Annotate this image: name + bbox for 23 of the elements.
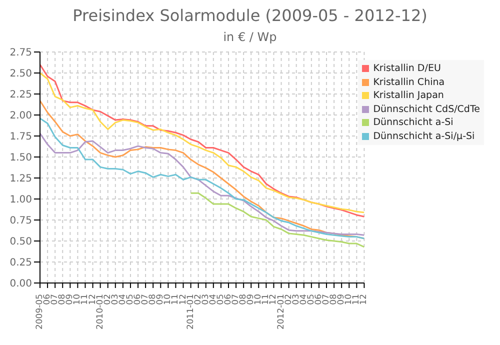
y-tick-label: 0.25 <box>10 258 32 269</box>
legend-label: Kristallin Japan <box>373 89 444 102</box>
chart-subtitle: in € / Wp <box>222 30 278 44</box>
chart-title: Preisindex Solarmodule (2009-05 - 2012-12) <box>72 6 428 25</box>
legend-label: Dünnschicht a-Si <box>373 116 454 130</box>
line-series <box>190 192 364 248</box>
y-tick-label: 2.00 <box>10 110 32 122</box>
legend-label: Kristallin D/EU <box>373 62 441 76</box>
y-tick-label: 2.75 <box>10 48 32 59</box>
y-tick-label: 2.25 <box>10 90 32 101</box>
y-tick-label: 1.75 <box>10 132 32 143</box>
y-tick-label: 0.00 <box>10 278 32 290</box>
y-tick-label: 0.50 <box>10 236 32 248</box>
y-tick-label: 1.00 <box>10 194 32 206</box>
y-tick-label: 1.25 <box>10 174 32 185</box>
x-tick-label: 12 <box>359 294 370 305</box>
y-tick-label: 1.50 <box>10 152 32 164</box>
y-tick-label: 2.50 <box>10 68 32 80</box>
legend-label: Dünnschicht a-Si/µ-Si <box>373 130 475 143</box>
y-tick-label: 0.75 <box>10 216 32 227</box>
line-series <box>40 132 364 236</box>
legend-label: Kristallin China <box>373 76 445 89</box>
legend-label: Dünnschicht CdS/CdTe <box>373 102 480 116</box>
